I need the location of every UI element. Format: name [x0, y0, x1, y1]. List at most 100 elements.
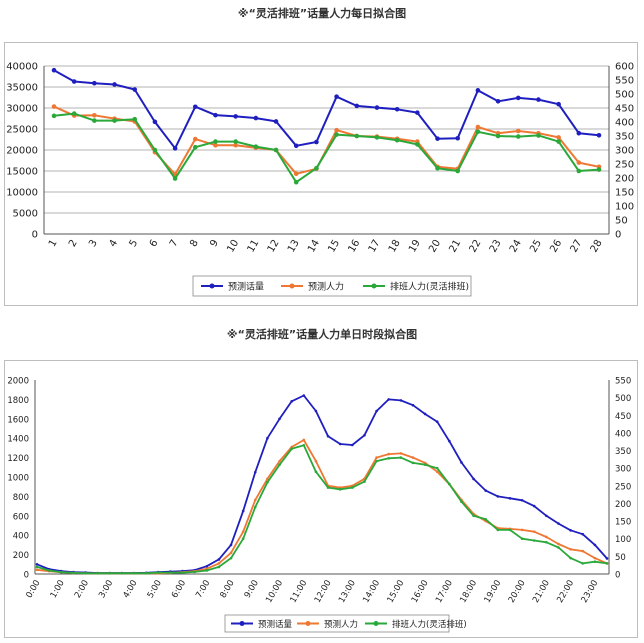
right-axis-tick-label: 0 [615, 571, 620, 581]
series-1-point [545, 535, 548, 539]
series-2-point [363, 480, 366, 483]
series-0-point [217, 558, 221, 561]
series-2-point [508, 528, 512, 532]
series-1-point [334, 127, 339, 133]
series-0-point [205, 564, 209, 568]
legend-marker-0 [239, 621, 245, 626]
series-0-point [375, 409, 378, 413]
series-0-point [515, 95, 521, 101]
chart2-title: ※“灵活排班”话量人力单日时段拟合图 [226, 328, 418, 341]
series-0-point [314, 139, 319, 145]
series-1-point [192, 136, 198, 142]
series-1-point [532, 530, 536, 533]
series-0-point [435, 420, 439, 424]
left-axis-tick-label: 5000 [13, 209, 38, 220]
x-axis-tick-label: 14:00 [361, 579, 382, 605]
x-axis-tick-label: 20:00 [507, 579, 528, 605]
series-line-0 [36, 394, 608, 574]
series-0-point [399, 399, 403, 402]
series-0-point [556, 101, 561, 107]
x-axis-tick-label: 7:00 [194, 579, 212, 601]
series-0-point [536, 97, 541, 102]
series-0-point [423, 412, 427, 416]
left-axis-tick-label: 25000 [6, 125, 38, 136]
series-0-point [152, 119, 158, 125]
series-1-point [278, 459, 281, 463]
series-0-point [273, 119, 279, 124]
series-0-point [545, 514, 548, 518]
x-axis-tick-label: 19 [407, 238, 423, 255]
left-axis-tick-label: 1000 [7, 474, 29, 484]
series-2-point [273, 147, 279, 153]
right-axis-tick-label: 50 [615, 553, 626, 563]
series-2-point [581, 562, 585, 565]
x-axis-tick-label: 4:00 [121, 579, 139, 601]
series-2-point [435, 466, 439, 470]
left-axis-tick-label: 1800 [7, 396, 29, 406]
series-0-point [293, 143, 299, 149]
x-axis-tick-label: 13 [286, 238, 302, 255]
series-1-point [213, 142, 218, 148]
series-1-point [411, 456, 415, 459]
series-2-point [605, 562, 609, 565]
left-axis-tick-label: 200 [13, 551, 29, 561]
right-axis-tick-label: 0 [615, 230, 621, 241]
series-2-point [72, 571, 75, 575]
series-2-point [233, 139, 238, 144]
series-0-point [581, 532, 585, 536]
series-1-point [435, 470, 439, 474]
left-axis-tick-label: 1200 [7, 454, 29, 464]
legend-marker-2 [373, 621, 379, 626]
series-0-point [496, 495, 500, 498]
series-0-point [71, 79, 77, 84]
legend-marker-1 [289, 283, 295, 289]
x-axis-tick-label: 26 [548, 238, 564, 255]
right-axis-tick-label: 400 [615, 118, 634, 129]
series-0-point [448, 439, 451, 443]
series-0-point [593, 543, 597, 547]
series-2-point [557, 546, 560, 549]
x-axis-tick-label: 9 [208, 238, 221, 249]
series-0-point [576, 130, 582, 136]
series-0-point [334, 94, 339, 99]
series-2-point [394, 137, 400, 143]
right-axis-tick-label: 150 [615, 188, 634, 199]
series-1-point [266, 477, 269, 481]
x-axis-tick-label: 13:00 [337, 579, 358, 605]
series-2-point [351, 486, 354, 489]
x-axis-tick-label: 10:00 [264, 579, 285, 605]
series-0-point [314, 409, 318, 413]
left-axis-tick-label: 40000 [6, 62, 38, 73]
series-1-point [35, 568, 39, 572]
legend-label-1: 预测人力 [308, 281, 344, 293]
x-axis-tick-label: 21:00 [531, 579, 552, 605]
series-2-point [423, 463, 427, 466]
series-1-point [475, 124, 481, 130]
series-1-point [314, 459, 318, 463]
right-axis-tick-label: 100 [615, 535, 631, 545]
legend-box [192, 275, 472, 297]
chart1-title: ※“灵活排班”话量人力每日拟合图 [237, 7, 407, 20]
series-2-point [455, 168, 461, 174]
series-0-point [35, 563, 39, 566]
x-axis-tick-label: 3:00 [97, 579, 115, 601]
series-2-point [520, 537, 524, 541]
series-1-point [241, 530, 245, 533]
series-0-point [363, 433, 366, 437]
x-axis-tick-label: 22:00 [555, 579, 576, 605]
series-2-point [156, 571, 160, 574]
series-2-point [536, 133, 541, 138]
x-axis-tick-label: 8:00 [218, 579, 236, 601]
series-2-point [253, 505, 257, 509]
series-2-point [532, 539, 536, 542]
series-2-point [229, 556, 233, 560]
x-axis-tick-label: 17 [367, 238, 383, 255]
left-axis-tick-label: 600 [13, 512, 29, 522]
x-axis-tick-label: 8 [188, 238, 201, 249]
series-0-point [229, 543, 233, 547]
series-2-point [35, 565, 39, 569]
series-2-point [576, 168, 582, 174]
series-0-point [51, 67, 57, 73]
x-axis-tick-label: 28 [589, 238, 605, 255]
right-axis-tick-label: 400 [615, 429, 631, 439]
